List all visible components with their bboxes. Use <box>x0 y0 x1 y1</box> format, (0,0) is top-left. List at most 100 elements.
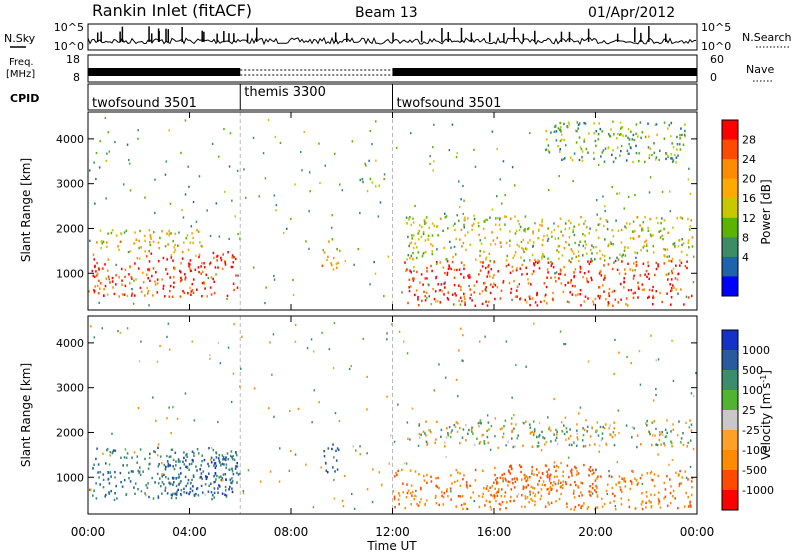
heatmap-cell <box>162 284 165 288</box>
heatmap-cell <box>511 265 514 269</box>
heatmap-cell <box>546 302 548 305</box>
heatmap-cell <box>528 295 531 298</box>
heatmap-cell <box>412 277 414 280</box>
heatmap-cell <box>657 263 659 266</box>
heatmap-cell <box>190 290 193 293</box>
heatmap-cell <box>411 257 414 260</box>
heatmap-cell <box>643 240 646 244</box>
heatmap-cell <box>466 486 469 489</box>
heatmap-cell <box>584 220 587 223</box>
heatmap-cell <box>493 497 496 500</box>
heatmap-cell <box>673 286 675 289</box>
heatmap-cell <box>556 430 558 434</box>
heatmap-cell <box>289 409 291 413</box>
heatmap-cell <box>596 429 598 432</box>
heatmap-cell <box>567 121 570 124</box>
heatmap-cell <box>648 156 651 160</box>
heatmap-cell <box>409 438 411 441</box>
heatmap-cell <box>542 254 544 257</box>
heatmap-cell <box>486 485 489 488</box>
heatmap-cell <box>604 423 607 426</box>
heatmap-cell <box>233 323 235 326</box>
heatmap-cell <box>689 465 692 468</box>
heatmap-cell <box>484 335 486 338</box>
heatmap-cell <box>526 496 529 499</box>
heatmap-cell <box>505 241 508 244</box>
velocity-y-axis-label: Slant Range [km] <box>19 363 33 467</box>
heatmap-cell <box>670 430 672 433</box>
heatmap-cell <box>671 157 674 160</box>
heatmap-cell <box>149 240 151 244</box>
heatmap-cell <box>230 265 233 269</box>
heatmap-cell <box>161 473 163 476</box>
heatmap-cell <box>334 412 337 415</box>
heatmap-cell <box>366 375 368 378</box>
heatmap-cell <box>635 123 638 126</box>
heatmap-cell <box>585 243 587 246</box>
heatmap-cell <box>627 289 630 292</box>
heatmap-cell <box>642 262 645 265</box>
heatmap-cell <box>593 132 595 135</box>
heatmap-cell <box>583 222 585 225</box>
heatmap-cell <box>201 261 203 265</box>
heatmap-cell <box>573 441 575 444</box>
heatmap-cell <box>688 167 690 170</box>
heatmap-cell <box>665 435 668 438</box>
heatmap-cell <box>486 435 489 439</box>
heatmap-cell <box>583 428 586 432</box>
power-heatmap <box>88 112 695 310</box>
heatmap-cell <box>576 130 578 133</box>
heatmap-cell <box>562 474 564 478</box>
heatmap-cell <box>507 263 510 266</box>
colorbar-swatch <box>722 430 738 451</box>
heatmap-cell <box>508 465 511 468</box>
heatmap-cell <box>548 468 550 471</box>
heatmap-cell <box>471 224 474 227</box>
heatmap-cell <box>456 214 458 217</box>
heatmap-cell <box>175 460 177 463</box>
heatmap-cell <box>167 464 170 467</box>
heatmap-cell <box>110 231 113 235</box>
heatmap-cell <box>267 118 270 122</box>
heatmap-cell <box>125 493 127 497</box>
heatmap-cell <box>179 271 182 274</box>
heatmap-cell <box>417 232 420 235</box>
heatmap-cell <box>200 475 202 479</box>
heatmap-cell <box>460 261 463 264</box>
heatmap-cell <box>638 152 641 155</box>
heatmap-cell <box>435 300 437 303</box>
heatmap-cell <box>483 220 486 223</box>
heatmap-cell <box>446 260 449 263</box>
heatmap-cell <box>468 273 471 277</box>
heatmap-cell <box>186 465 189 469</box>
heatmap-cell <box>408 244 410 248</box>
heatmap-cell <box>202 470 205 473</box>
heatmap-cell <box>359 445 361 448</box>
heatmap-cell <box>453 284 456 287</box>
heatmap-cell <box>523 259 525 262</box>
heatmap-cell <box>595 468 597 471</box>
heatmap-cell <box>473 148 475 151</box>
heatmap-cell <box>631 426 634 429</box>
heatmap-cell <box>446 271 449 275</box>
heatmap-cell <box>461 245 463 248</box>
heatmap-cell <box>308 247 310 250</box>
heatmap-cell <box>175 477 178 480</box>
heatmap-cell <box>553 461 556 464</box>
heatmap-cell <box>398 492 400 495</box>
heatmap-cell <box>152 240 155 243</box>
heatmap-cell <box>226 297 228 301</box>
heatmap-cell <box>522 238 525 242</box>
heatmap-cell <box>676 434 679 437</box>
heatmap-cell <box>518 464 521 467</box>
heatmap-cell <box>418 424 420 427</box>
heatmap-cell <box>330 226 333 229</box>
heatmap-cell <box>609 433 612 437</box>
heatmap-cell <box>578 223 580 226</box>
heatmap-cell <box>606 220 609 223</box>
heatmap-cell <box>589 248 592 252</box>
heatmap-cell <box>547 144 550 147</box>
heatmap-cell <box>532 420 535 423</box>
heatmap-cell <box>131 292 133 295</box>
